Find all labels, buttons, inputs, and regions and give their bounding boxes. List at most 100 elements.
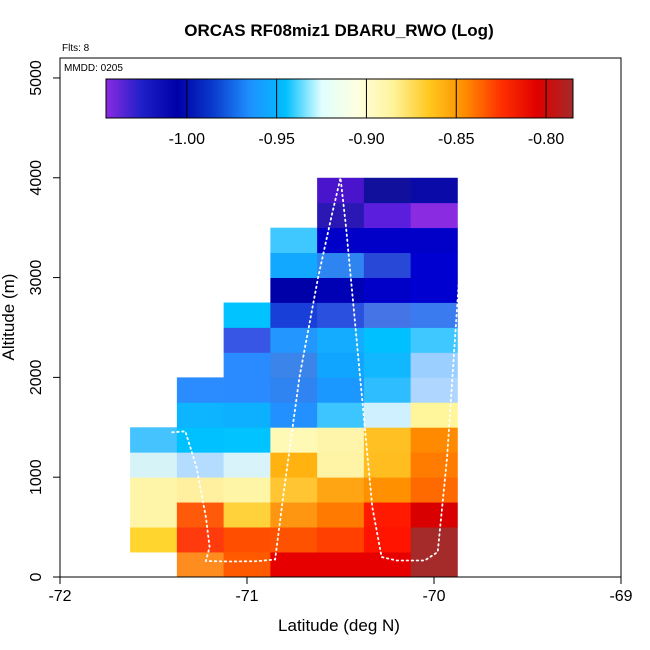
heatmap-cell [410,202,458,229]
heatmap-cell [223,527,271,553]
heatmap-cell [363,302,412,328]
heatmap-cell [363,427,412,453]
y-tick-label: 0 [28,572,45,581]
heatmap-cell [410,452,458,478]
heatmap-cell [223,477,271,503]
heatmap-cell [223,352,271,378]
y-tick-label: 3000 [28,260,45,296]
x-axis-label: Latitude (deg N) [278,616,400,635]
colorbar-tick-label: -0.85 [438,131,475,148]
heatmap-cell [317,252,365,278]
heatmap-cell [176,552,225,578]
heatmap-cell [176,502,225,528]
chart-title: ORCAS RF08miz1 DBARU_RWO (Log) [184,21,493,40]
heatmap-cell [363,227,412,254]
y-axis: 0 1000 2000 3000 4000 5000 [28,60,60,581]
heatmap-cell [176,377,225,403]
heatmap-cell [317,527,365,553]
heatmap-cell [410,252,458,278]
x-tick-label: -72 [48,588,71,605]
flight-track-line [171,67,477,563]
plot-frame [59,57,622,578]
heatmap-cell [410,277,458,303]
colorbar-tick-label: -1.00 [169,131,206,148]
heatmap-cell [363,252,412,278]
heatmap-cell [410,377,458,403]
heatmap-cell [130,452,178,478]
heatmap-cell [130,527,178,553]
heatmap-cell [317,352,365,378]
flights-label: Flts: 8 [62,43,90,54]
heatmap-cell [317,502,365,528]
heatmap-cell [317,277,365,303]
heatmap-cell [363,277,412,303]
heatmap-cell [223,502,271,528]
heatmap-cell [270,452,318,478]
y-axis-label: Altitude (m) [0,274,18,361]
heatmap-cell [410,352,458,378]
heatmap-cell [223,452,271,478]
heatmap-cell [270,227,318,254]
heatmap-cell [270,377,318,403]
heatmap-cell [270,277,318,303]
heatmap-cell [410,327,458,353]
heatmap-cell [317,552,365,578]
heatmap-cell [410,427,458,453]
heatmap-cell [410,177,458,204]
heatmap-cell [410,552,458,578]
heatmap-cell [176,427,225,453]
heatmap-cell [130,427,178,453]
heatmap-cell [317,302,365,328]
heatmap-cell [363,177,412,204]
colorbar-tick-label: -0.90 [348,131,385,148]
heatmap-cell [176,477,225,503]
heatmap-cell [363,202,412,229]
heatmap-cell [317,402,365,428]
heatmap-cell [130,477,178,503]
colorbar-tick-label: -0.80 [528,131,565,148]
heatmap-cell [363,327,412,353]
heatmap-cells [130,177,458,578]
heatmap-cell [270,427,318,453]
heatmap-cell [363,502,412,528]
heatmap-cell [410,302,458,328]
heatmap-cell [270,302,318,328]
colorbar-ticks: -1.00 -0.95 -0.90 -0.85 -0.80 [169,79,565,148]
y-tick-label: 5000 [28,60,45,96]
heatmap-cell [223,402,271,428]
heatmap-cell [317,377,365,403]
y-tick-label: 4000 [28,160,45,196]
heatmap-cell [223,427,271,453]
heatmap-cell [363,452,412,478]
heatmap-cell [223,552,271,578]
heatmap-cell [270,477,318,503]
heatmap-cell [223,377,271,403]
date-label: MMDD: 0205 [64,63,123,74]
heatmap-cell [363,377,412,403]
heatmap-cell [317,427,365,453]
heatmap-cell [410,527,458,553]
heatmap-cell [317,202,365,229]
colorbar [105,78,574,119]
heatmap-cell [363,352,412,378]
heatmap-cell [270,502,318,528]
heatmap-cell [130,502,178,528]
flight-track [171,67,477,563]
heatmap-cell [410,477,458,503]
heatmap-cell [363,527,412,553]
heatmap-cell [223,327,271,353]
heatmap-cell [176,452,225,478]
heatmap-cell [317,452,365,478]
x-tick-label: -70 [422,588,445,605]
heatmap-cell [270,352,318,378]
heatmap-cell [270,327,318,353]
heatmap-cell [410,502,458,528]
x-axis: -72 -71 -70 -69 [48,577,633,605]
heatmap-cell [270,252,318,278]
heatmap-cell [223,302,271,328]
colorbar-tick-label: -0.95 [258,131,295,148]
heatmap-cell [363,552,412,578]
heatmap-cell [176,527,225,553]
heatmap-cell [176,402,225,428]
